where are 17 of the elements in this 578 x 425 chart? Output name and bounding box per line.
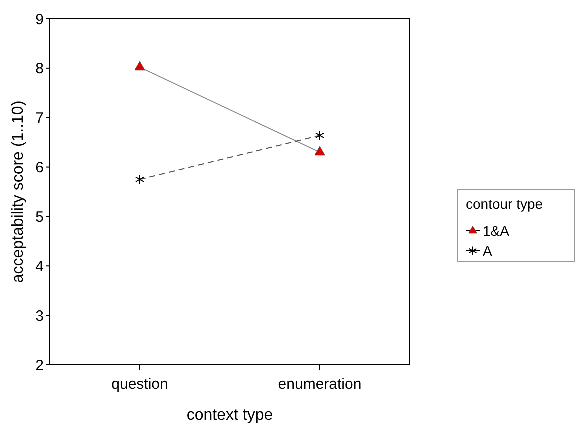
- legend-label: 1&A: [483, 222, 510, 239]
- y-tick-label: 8: [36, 60, 44, 78]
- y-tick-label: 6: [36, 160, 44, 177]
- y-axis-title: acceptability score (1..10): [10, 100, 27, 284]
- y-tick-label: 3: [36, 308, 44, 325]
- x-tick-label: enumeration: [278, 376, 362, 393]
- point: [315, 130, 325, 141]
- point: [135, 174, 145, 185]
- legend-label: A: [483, 242, 493, 259]
- y-tick-label: 7: [36, 110, 44, 128]
- x-tick-label: question: [112, 376, 168, 393]
- y-tick-label: 4: [36, 258, 44, 276]
- y-tick-label: 5: [36, 208, 44, 226]
- y-tick-label: 9: [36, 11, 44, 28]
- x-axis-title: context type: [186, 407, 274, 424]
- legend-title: contour type: [466, 196, 544, 212]
- y-tick-label: 2: [36, 357, 44, 374]
